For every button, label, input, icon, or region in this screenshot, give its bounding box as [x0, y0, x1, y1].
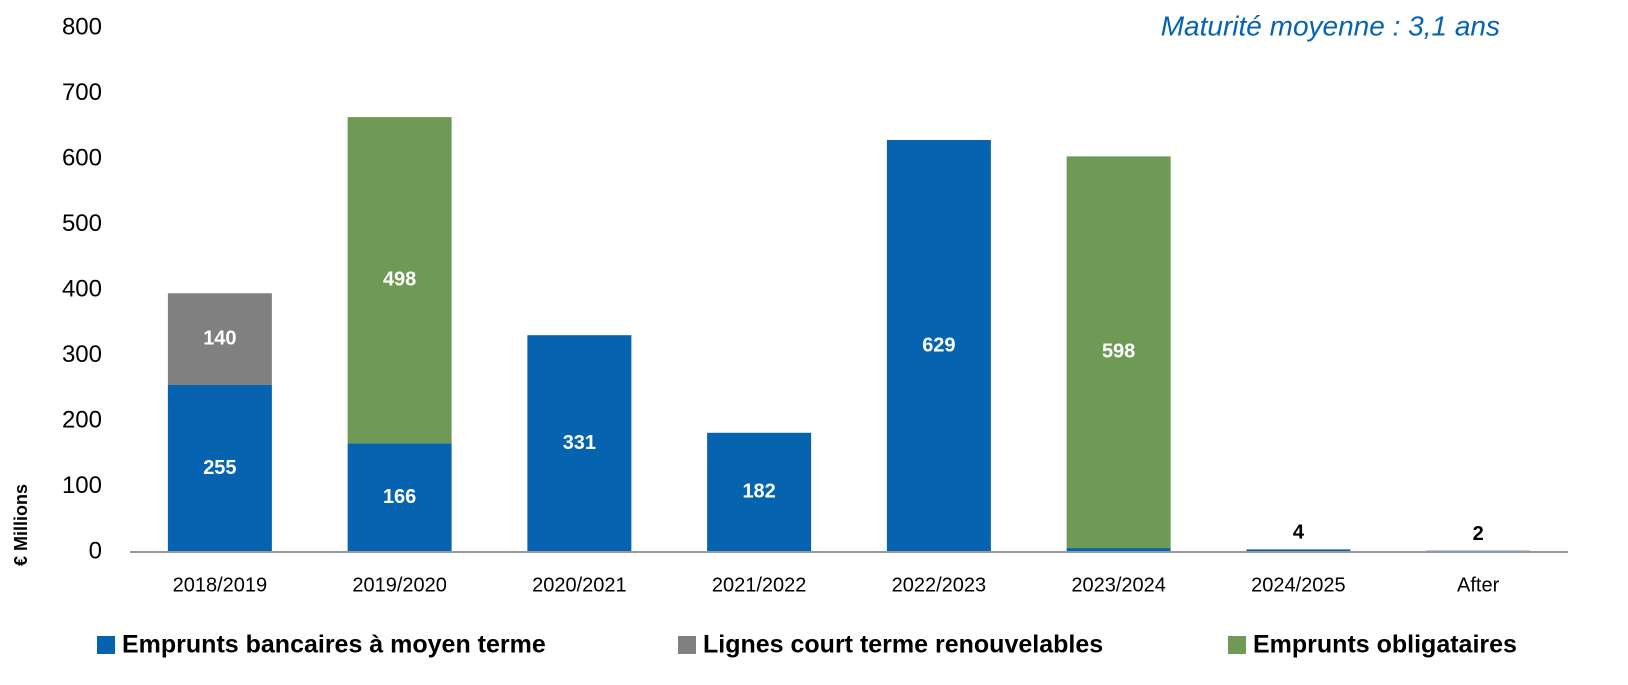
x-tick-label: 2024/2025	[1251, 574, 1346, 596]
legend-swatch	[678, 636, 696, 654]
x-tick-label: 2019/2020	[352, 574, 447, 596]
bar-segment	[1246, 549, 1351, 552]
y-tick-label: 700	[62, 79, 102, 106]
x-tick-label: 2018/2019	[173, 574, 268, 596]
legend-label: Emprunts bancaires à moyen terme	[122, 631, 546, 659]
bar-segment	[167, 293, 272, 385]
value-label: 182	[742, 481, 775, 503]
value-label: 629	[922, 334, 955, 356]
bar-segment	[1066, 156, 1171, 549]
y-tick-label: 200	[62, 406, 102, 433]
x-tick-label: 2023/2024	[1071, 574, 1166, 596]
bar-segment	[1066, 548, 1171, 552]
bar-segment	[347, 443, 452, 552]
bar-segment	[886, 140, 991, 552]
y-tick-label: 500	[62, 210, 102, 237]
y-tick-label: 300	[62, 341, 102, 368]
legend-swatch	[1228, 636, 1246, 654]
bar-segment	[167, 384, 272, 552]
value-label: 255	[203, 457, 236, 479]
legend-swatch	[97, 636, 115, 654]
value-label: 2	[1473, 523, 1484, 545]
bar-segment	[707, 432, 812, 552]
y-axis-label: € Millions	[11, 484, 31, 566]
value-label: 498	[383, 268, 416, 290]
y-tick-label: 100	[62, 472, 102, 499]
x-tick-label: 2022/2023	[892, 574, 987, 596]
subtitle: Maturité moyenne : 3,1 ans	[1161, 10, 1500, 41]
legend-label: Emprunts obligataires	[1253, 631, 1517, 659]
value-label: 331	[563, 432, 596, 454]
value-label: 4	[1293, 522, 1305, 544]
bar-segment	[347, 117, 452, 444]
y-tick-label: 400	[62, 275, 102, 302]
value-label: 598	[1102, 341, 1135, 363]
legend-label: Lignes court terme renouvelables	[703, 631, 1103, 659]
y-tick-label: 800	[62, 13, 102, 40]
value-label: 166	[383, 486, 416, 508]
bar-segment	[527, 335, 632, 552]
x-tick-label: After	[1457, 574, 1500, 596]
y-tick-label: 600	[62, 144, 102, 171]
x-tick-label: 2020/2021	[532, 574, 627, 596]
y-tick-label: 0	[89, 537, 102, 564]
x-tick-label: 2021/2022	[712, 574, 807, 596]
value-label: 140	[203, 327, 236, 349]
